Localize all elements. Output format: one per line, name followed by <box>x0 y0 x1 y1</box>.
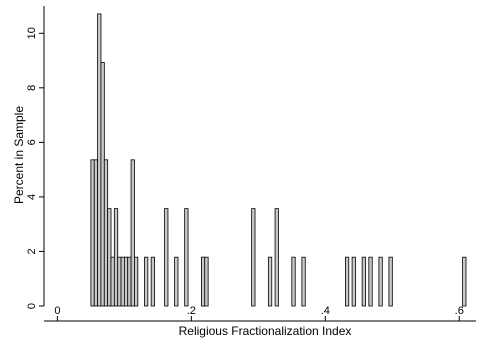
histogram-bar <box>274 208 279 307</box>
histogram-bar <box>267 256 273 307</box>
histogram-bar <box>378 256 383 307</box>
histogram-bar <box>107 208 112 307</box>
histogram-bar <box>174 256 179 307</box>
histogram-bar <box>93 159 99 307</box>
histogram-bar <box>130 159 135 307</box>
x-tick-label: .4 <box>321 305 330 317</box>
histogram-bar <box>388 256 393 307</box>
y-tick-label: 10 <box>26 27 38 39</box>
x-tick-label: .6 <box>455 305 464 317</box>
histogram-bars <box>90 13 467 307</box>
histogram-bar <box>144 256 149 307</box>
histogram-bar <box>462 256 467 307</box>
histogram-bar <box>110 256 115 307</box>
histogram-bar <box>251 208 256 307</box>
histogram-bar <box>127 256 132 307</box>
y-tick-label: 0 <box>26 303 38 309</box>
y-tick-label: 8 <box>26 85 38 91</box>
histogram-bar <box>344 256 350 307</box>
histogram-bar <box>301 256 306 307</box>
y-axis-title: Percent in Sample <box>12 106 26 204</box>
x-tick-label: 0 <box>54 305 60 317</box>
histogram-bar <box>361 256 366 307</box>
histogram-bar <box>351 256 356 307</box>
y-tick-label: 6 <box>26 139 38 145</box>
histogram-bar <box>97 13 102 307</box>
y-tick-label: 4 <box>26 194 38 200</box>
histogram-bar <box>103 159 109 307</box>
x-tick-label: .2 <box>187 305 196 317</box>
histogram-bar <box>117 256 122 307</box>
histogram-bar <box>164 208 169 307</box>
y-axis-ticks: 0 2 4 6 8 10 <box>26 27 44 309</box>
x-axis-ticks: 0 .2 .4 .6 <box>54 305 464 321</box>
histogram-bar <box>200 256 206 307</box>
histogram-bar <box>100 62 105 307</box>
histogram-bar <box>150 256 155 307</box>
histogram-bar <box>113 208 119 307</box>
histogram-bar <box>90 159 95 307</box>
y-tick-label: 2 <box>26 248 38 254</box>
x-axis-title: Religious Fractionalization Index <box>179 324 352 338</box>
histogram-bar <box>120 256 125 307</box>
histogram-bar <box>368 256 373 307</box>
histogram-bar <box>134 256 139 307</box>
histogram-bar <box>291 256 296 307</box>
histogram-bar <box>123 256 129 307</box>
histogram-bar <box>184 208 189 307</box>
histogram-bar <box>204 256 209 307</box>
